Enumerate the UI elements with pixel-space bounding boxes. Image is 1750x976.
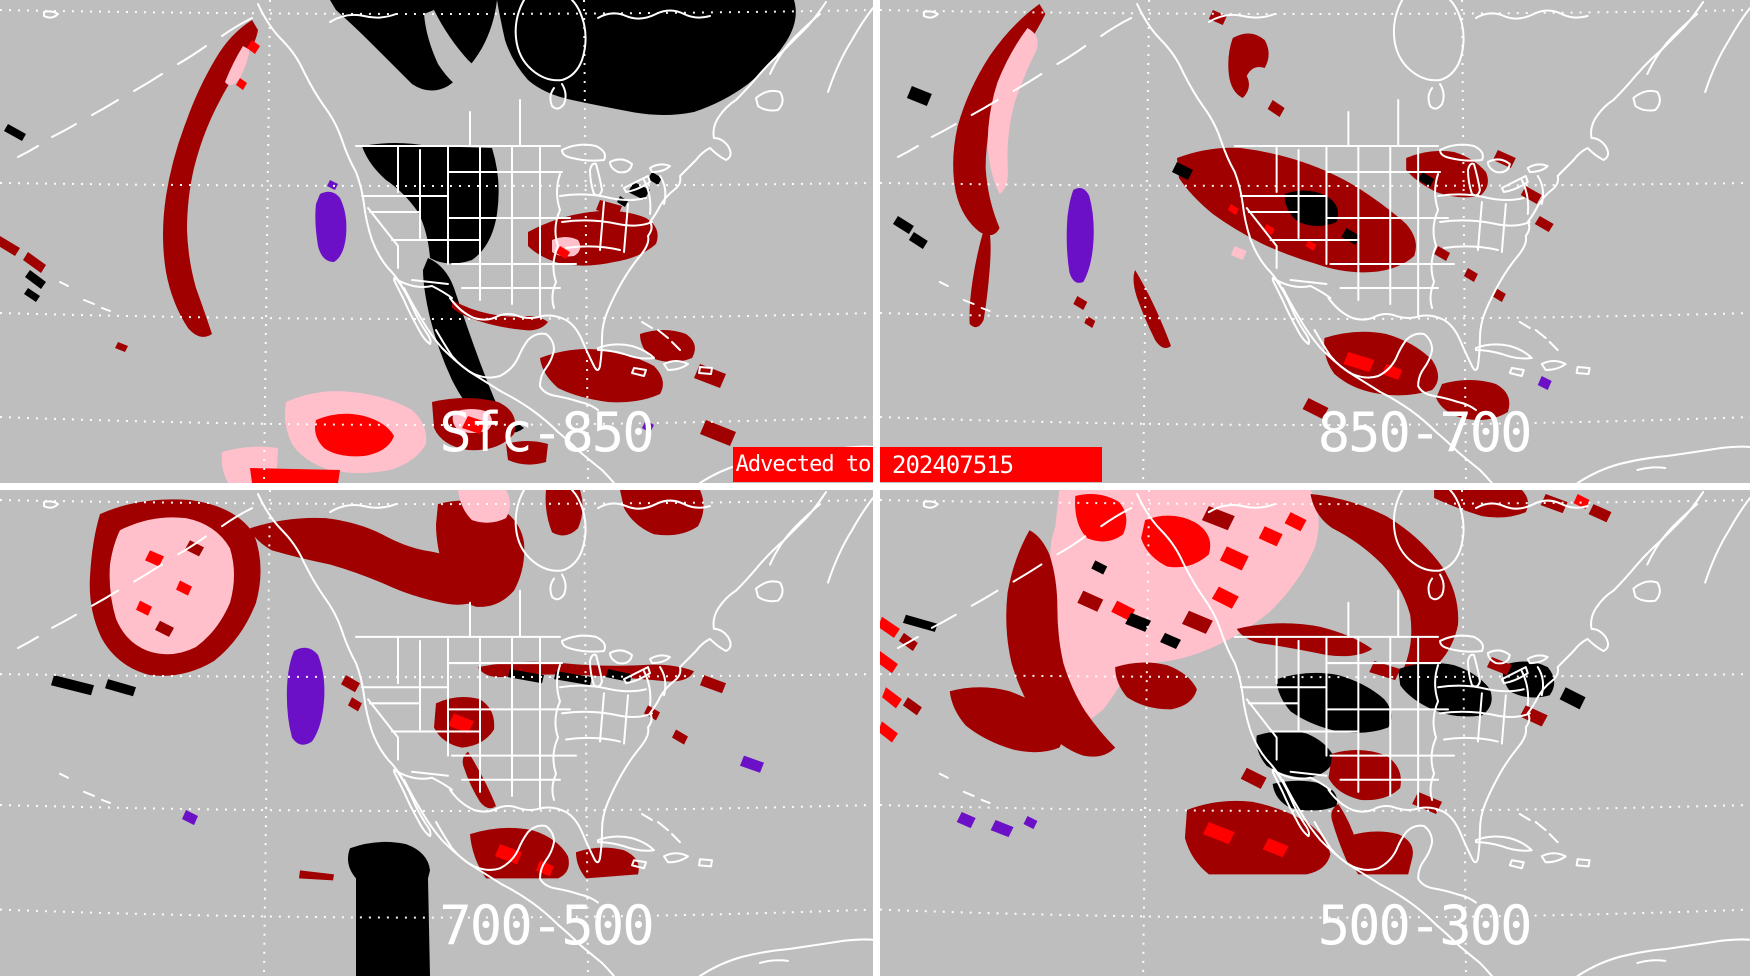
moisture-layer-850-700 <box>892 4 1554 420</box>
moisture-layer-500-300 <box>880 490 1612 875</box>
panel-sfc-850: Sfc-850 <box>0 0 873 483</box>
advection-banner-label-text: Advected to <box>735 452 872 477</box>
panel-label-700-500: 700-500 <box>439 894 653 957</box>
panel-850-700: 850-700 <box>880 0 1750 483</box>
panel-700-500: 700-500 <box>0 490 873 976</box>
panel-500-300: 500-300 <box>880 490 1750 976</box>
advection-banner-label: Advected to <box>733 447 873 482</box>
moisture-layer-sfc-850 <box>0 0 796 483</box>
advection-banner-timestamp-text: 202407515 <box>892 450 1014 479</box>
moisture-layer-700-500 <box>51 490 764 976</box>
panel-label-sfc-850: Sfc-850 <box>439 401 653 464</box>
advection-banner-timestamp: 202407515 <box>880 447 1102 482</box>
panel-label-850-700: 850-700 <box>1318 401 1531 464</box>
panel-label-500-300: 500-300 <box>1318 894 1531 957</box>
